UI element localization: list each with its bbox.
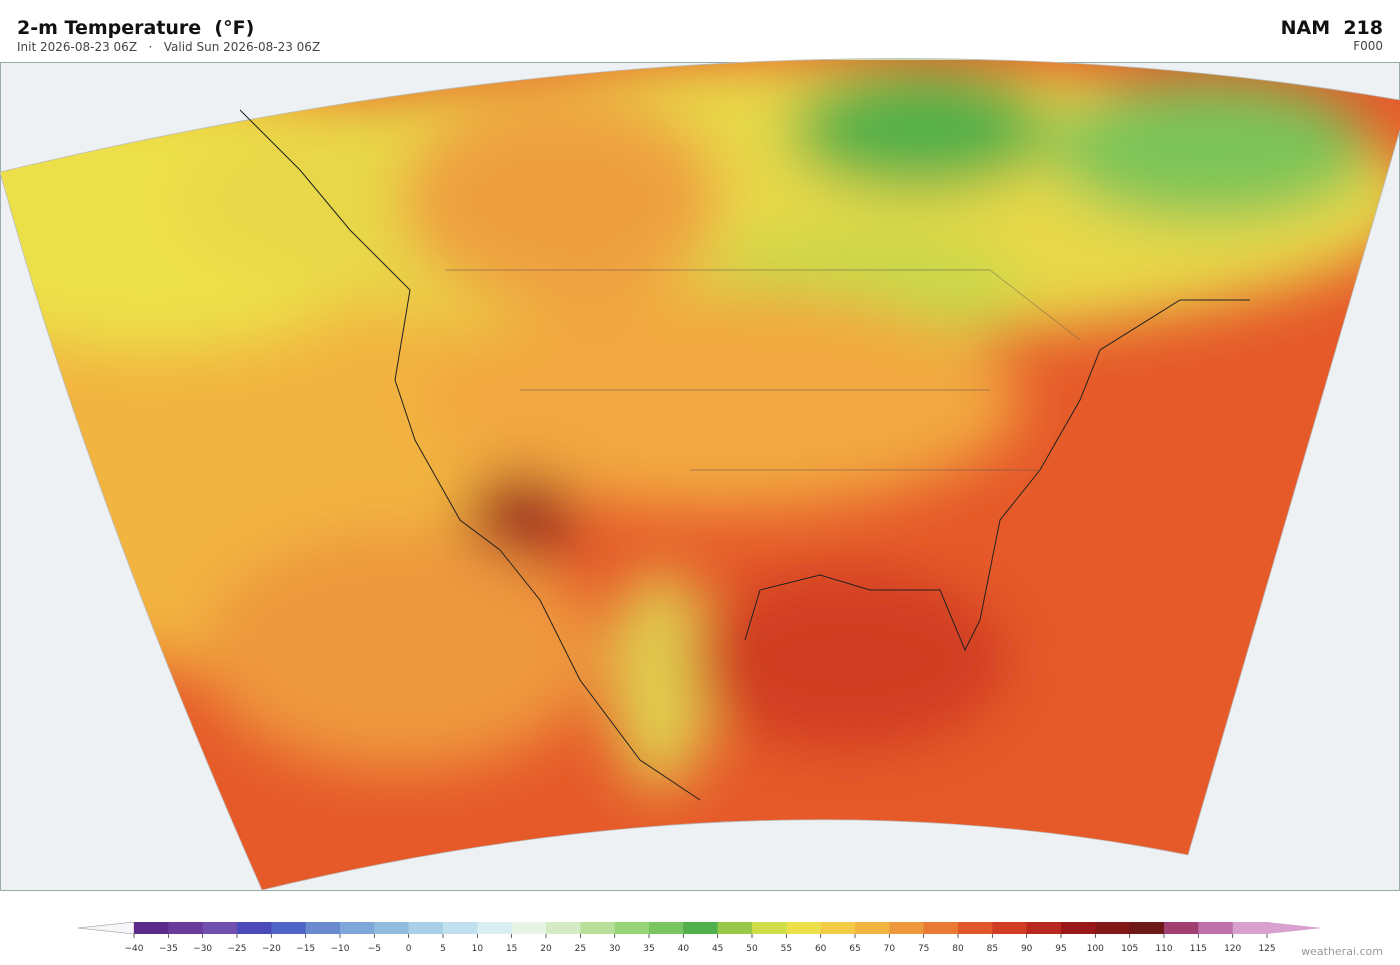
colorbar-tick-label: 10 bbox=[472, 944, 484, 954]
colorbar-bin bbox=[786, 922, 822, 934]
colorbar-tick-label: 55 bbox=[781, 944, 792, 954]
subtitle: Init 2026-08-23 06Z · Valid Sun 2026-08-… bbox=[17, 40, 320, 54]
colorbar-bin bbox=[546, 922, 581, 934]
colorbar-bin bbox=[134, 922, 169, 934]
colorbar-tick-label: 60 bbox=[815, 944, 827, 954]
colorbar-tick-label: 35 bbox=[643, 944, 654, 954]
colorbar-bin bbox=[237, 922, 272, 934]
colorbar-tick-label: 80 bbox=[952, 944, 964, 954]
model-name: NAM 218 bbox=[1281, 17, 1383, 39]
colorbar-bin bbox=[889, 922, 925, 934]
colorbar-tick-label: 105 bbox=[1121, 944, 1138, 954]
colorbar-tick-label: 100 bbox=[1087, 944, 1104, 954]
colorbar-bin bbox=[443, 922, 478, 934]
colorbar-bin bbox=[1164, 922, 1199, 934]
colorbar-bin bbox=[168, 922, 204, 934]
colorbar-tick-label: −10 bbox=[331, 944, 350, 954]
colorbar-tick-label: 110 bbox=[1155, 944, 1172, 954]
colorbar-bin bbox=[1198, 922, 1234, 934]
colorbar-tick-label: 90 bbox=[1021, 944, 1033, 954]
colorbar-bin bbox=[340, 922, 375, 934]
colorbar-tick-label: 40 bbox=[678, 944, 690, 954]
colorbar-tick-label: 5 bbox=[440, 944, 446, 954]
colorbar-bin bbox=[1061, 922, 1096, 934]
colorbar-tick-label: 25 bbox=[575, 944, 586, 954]
colorbar-tick-label: 95 bbox=[1055, 944, 1066, 954]
colorbar-bin bbox=[1232, 922, 1268, 934]
colorbar-bin bbox=[992, 922, 1028, 934]
colorbar-tick-label: −5 bbox=[368, 944, 381, 954]
title: 2-m Temperature (°F) bbox=[17, 17, 254, 39]
colorbar-tick-label: −20 bbox=[262, 944, 281, 954]
colorbar-bin bbox=[649, 922, 684, 934]
colorbar-bin bbox=[580, 922, 616, 934]
colorbar-tick-label: 115 bbox=[1190, 944, 1207, 954]
colorbar-bin bbox=[923, 922, 959, 934]
colorbar-tick-label: 20 bbox=[540, 944, 552, 954]
forecast-hour: F000 bbox=[1353, 39, 1383, 53]
map bbox=[0, 58, 1400, 891]
colorbar-bin bbox=[820, 922, 856, 934]
colorbar: −40 −35 −30 −25 −20 −15 −10 −5 0 5 10 15 20 25 30 35 40 4… bbox=[77, 921, 1322, 954]
colorbar-tick-label: 0 bbox=[406, 944, 412, 954]
colorbar-tick-label: 85 bbox=[987, 944, 998, 954]
colorbar-extend-high bbox=[1267, 922, 1322, 934]
colorbar-tick-label: 30 bbox=[609, 944, 621, 954]
colorbar-bin bbox=[752, 922, 787, 934]
colorbar-bin bbox=[958, 922, 993, 934]
colorbar-bin bbox=[1095, 922, 1131, 934]
colorbar-tick-label: 125 bbox=[1258, 944, 1275, 954]
colorbar-tick-label: −35 bbox=[159, 944, 178, 954]
colorbar-bin bbox=[305, 922, 341, 934]
colorbar-tick-label: −15 bbox=[296, 944, 315, 954]
colorbar-bin bbox=[683, 922, 719, 934]
colorbar-tick-label: 45 bbox=[712, 944, 723, 954]
colorbar-tick-label: −25 bbox=[228, 944, 247, 954]
colorbar-tick-label: 65 bbox=[849, 944, 860, 954]
colorbar-tick-label: 75 bbox=[918, 944, 929, 954]
colorbar-tick-label: 15 bbox=[506, 944, 517, 954]
watermark: weatherai.com bbox=[1301, 945, 1383, 958]
colorbar-bin bbox=[511, 922, 547, 934]
colorbar-bin bbox=[202, 922, 238, 934]
colorbar-bin bbox=[717, 922, 753, 934]
colorbar-bin bbox=[271, 922, 307, 934]
colorbar-tick-label: −30 bbox=[193, 944, 212, 954]
colorbar-tick-label: 120 bbox=[1224, 944, 1241, 954]
colorbar-bin bbox=[374, 922, 410, 934]
colorbar-tick-label: 70 bbox=[884, 944, 896, 954]
colorbar-tick-label: 50 bbox=[746, 944, 758, 954]
colorbar-bin bbox=[408, 922, 444, 934]
colorbar-bin bbox=[477, 922, 513, 934]
colorbar-bin bbox=[1026, 922, 1062, 934]
colorbar-tick-label: −40 bbox=[125, 944, 144, 954]
colorbar-bin bbox=[1129, 922, 1165, 934]
colorbar-extend-low bbox=[77, 921, 135, 935]
colorbar-bin bbox=[614, 922, 650, 934]
colorbar-bin bbox=[855, 922, 890, 934]
